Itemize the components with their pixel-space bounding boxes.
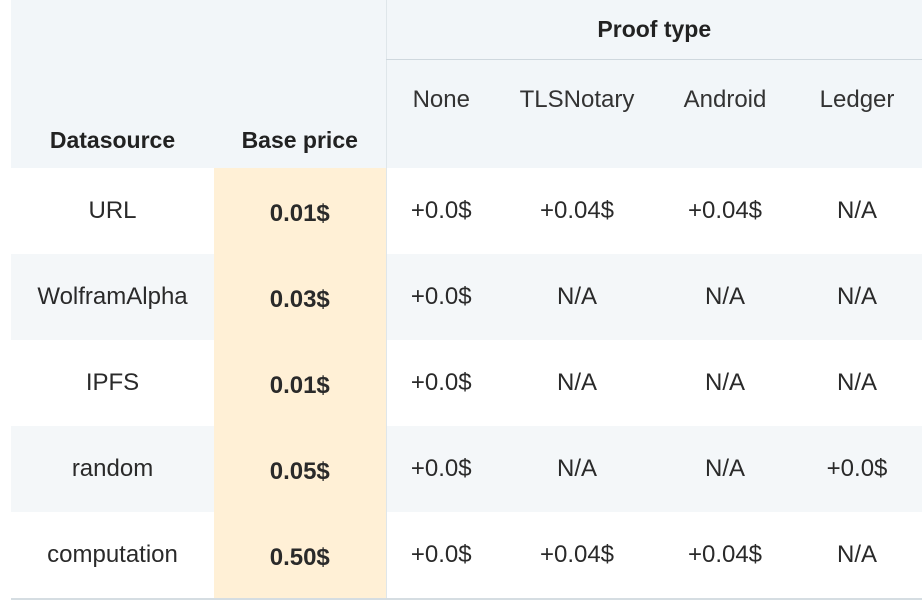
cell-proof-tlsnotary: N/A (496, 254, 658, 340)
column-header-proof-android: Android (658, 59, 792, 168)
column-header-proof-ledger: Ledger (792, 59, 922, 168)
table-row: IPFS 0.01$ +0.0$ N/A N/A N/A (11, 340, 922, 426)
cell-proof-none: +0.0$ (385, 168, 496, 254)
cell-proof-tlsnotary: +0.04$ (496, 168, 658, 254)
column-group-proof-type: Proof type (385, 0, 922, 60)
cell-proof-android: N/A (658, 254, 792, 340)
cell-base-price: 0.03$ (214, 254, 386, 340)
cell-datasource: IPFS (11, 340, 214, 426)
table-row: URL 0.01$ +0.0$ +0.04$ +0.04$ N/A (11, 168, 922, 254)
cell-proof-android: +0.04$ (658, 512, 792, 600)
cell-datasource: URL (11, 168, 214, 254)
column-header-base-price: Base price (214, 0, 386, 168)
cell-base-price: 0.01$ (214, 340, 386, 426)
cell-base-price: 0.05$ (214, 426, 386, 512)
cell-datasource: computation (11, 512, 214, 600)
cell-proof-android: N/A (658, 340, 792, 426)
cell-proof-ledger: N/A (792, 254, 922, 340)
cell-proof-tlsnotary: +0.04$ (496, 512, 658, 600)
column-header-proof-none: None (385, 59, 496, 168)
cell-proof-android: N/A (658, 426, 792, 512)
pricing-table: Datasource Base price Proof type None TL… (11, 0, 922, 600)
cell-proof-none: +0.0$ (385, 340, 496, 426)
cell-base-price: 0.50$ (214, 512, 386, 600)
table-row: random 0.05$ +0.0$ N/A N/A +0.0$ (11, 426, 922, 512)
cell-proof-android: +0.04$ (658, 168, 792, 254)
cell-proof-ledger: N/A (792, 512, 922, 600)
table-row: WolframAlpha 0.03$ +0.0$ N/A N/A N/A (11, 254, 922, 340)
column-header-proof-tlsnotary: TLSNotary (496, 59, 658, 168)
cell-proof-tlsnotary: N/A (496, 426, 658, 512)
table-row: computation 0.50$ +0.0$ +0.04$ +0.04$ N/… (11, 512, 922, 600)
cell-base-price: 0.01$ (214, 168, 386, 254)
cell-proof-none: +0.0$ (385, 512, 496, 600)
table-body: URL 0.01$ +0.0$ +0.04$ +0.04$ N/A Wolfra… (11, 168, 922, 600)
cell-datasource: WolframAlpha (11, 254, 214, 340)
cell-proof-ledger: N/A (792, 340, 922, 426)
column-header-datasource: Datasource (11, 0, 214, 168)
cell-proof-ledger: N/A (792, 168, 922, 254)
table-header: Datasource Base price Proof type None TL… (11, 0, 922, 168)
cell-datasource: random (11, 426, 214, 512)
cell-proof-none: +0.0$ (385, 254, 496, 340)
cell-proof-tlsnotary: N/A (496, 340, 658, 426)
cell-proof-none: +0.0$ (385, 426, 496, 512)
cell-proof-ledger: +0.0$ (792, 426, 922, 512)
